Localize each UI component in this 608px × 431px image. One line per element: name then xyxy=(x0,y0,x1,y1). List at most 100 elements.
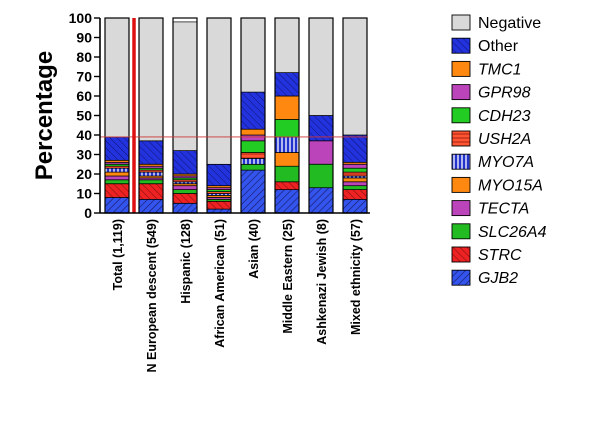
y-tick-label: 60 xyxy=(76,88,92,104)
legend-swatch-slc26a4 xyxy=(451,223,471,240)
bar-segment-negative xyxy=(274,17,300,73)
legend-label-slc26a4: SLC26A4 xyxy=(478,224,547,241)
bar-segment-gpr98 xyxy=(240,134,266,142)
bar-segment-cdh23 xyxy=(104,163,130,167)
bar-segment-negative xyxy=(240,17,266,93)
x-tick-label: Asian (40) xyxy=(247,219,261,279)
bar-segment-myo15a xyxy=(172,183,198,187)
legend-swatch-myo15a xyxy=(451,176,471,193)
bar-segment-other xyxy=(342,134,368,163)
bar-segment-gpr98 xyxy=(342,163,368,169)
legend-label-tmc1: TMC1 xyxy=(478,61,522,78)
bar-segment-other xyxy=(172,150,198,175)
x-tick-label: Mixed ethnicity (57) xyxy=(349,219,363,335)
bar-segment-myo15a xyxy=(342,177,368,183)
bar-segment-negative xyxy=(104,17,130,138)
bar-segment-tecta xyxy=(104,175,130,181)
legend-swatch-tmc1 xyxy=(451,60,471,77)
bar-segment-other xyxy=(206,163,232,187)
bar-segment-gpr98 xyxy=(308,140,334,165)
legend-label-negative: Negative xyxy=(478,15,541,32)
legend-swatch-ush2a xyxy=(451,130,471,147)
y-tick-label: 80 xyxy=(76,49,92,65)
legend-swatch-myo7a xyxy=(451,153,471,170)
y-tick-label: 20 xyxy=(76,166,92,182)
axes-layer: Total (1,119) N European descent (549) His… xyxy=(31,10,370,373)
bar-segment-cdh23 xyxy=(240,140,266,153)
bar-segment-gjb2 xyxy=(342,198,368,214)
bar-segment-slc26a4 xyxy=(172,189,198,194)
legend-label-cdh23: CDH23 xyxy=(478,108,531,125)
x-tick-label: African American (51) xyxy=(213,219,227,348)
y-tick-label: 10 xyxy=(76,186,92,202)
bar-segment-slc26a4 xyxy=(342,185,368,190)
legend-swatch-cdh23 xyxy=(451,107,471,124)
bar-segment-strc xyxy=(274,181,300,190)
bar-segment-negative xyxy=(172,21,198,151)
bar-segment-negative xyxy=(342,17,368,136)
x-tick-label: N European descent (549) xyxy=(145,219,159,373)
legend-label-gpr98: GPR98 xyxy=(478,85,531,102)
bar-segment-cdh23 xyxy=(342,167,368,173)
bar-segment-strc xyxy=(104,183,130,198)
bar-segment-gjb2 xyxy=(308,187,334,214)
y-tick-label: 0 xyxy=(84,205,92,221)
bar-segment-negative xyxy=(206,17,232,165)
bar-segment-slc26a4 xyxy=(308,163,334,189)
x-tick-label: Ashkenazi Jewish (8) xyxy=(315,219,329,345)
bar-segment-slc26a4 xyxy=(240,163,266,171)
bar-segment-strc xyxy=(138,183,164,200)
y-tick-label: 50 xyxy=(76,108,92,124)
bar-segment-slc26a4 xyxy=(104,179,130,185)
y-tick-label: 30 xyxy=(76,147,92,163)
legend-label-tecta: TECTA xyxy=(478,201,529,218)
bar-segment-myo7a xyxy=(274,136,300,153)
bar-segment-myo7a xyxy=(240,158,266,165)
legend-swatch-strc xyxy=(451,246,471,263)
bar-segment-gjb2 xyxy=(138,198,164,214)
y-tick-label: 100 xyxy=(69,10,93,26)
bar-segment-tmc1 xyxy=(274,95,300,120)
legend-label-other: Other xyxy=(478,38,519,55)
bar-segment-slc26a4 xyxy=(138,179,164,185)
bar-segment-ush2a xyxy=(342,171,368,177)
legend-swatch-gpr98 xyxy=(451,84,471,101)
bar-segment-slc26a4 xyxy=(274,165,300,183)
legend-swatch-negative xyxy=(451,14,471,31)
bars-layer xyxy=(104,17,368,214)
bar-segment-gjb2 xyxy=(240,169,266,214)
x-tick-label: Middle Eastern (25) xyxy=(281,219,295,334)
legend-label-myo15a: MYO15A xyxy=(478,177,543,194)
bar-segment-strc xyxy=(342,189,368,200)
bar-segment-tecta xyxy=(172,185,198,190)
legend-label-ush2a: USH2A xyxy=(478,131,531,148)
y-tick-label: 90 xyxy=(76,30,92,46)
bar-segment-tecta xyxy=(342,181,368,187)
legend-label-strc: STRC xyxy=(478,247,522,264)
bar-segment-ush2a xyxy=(240,152,266,159)
bar-segment-negative xyxy=(138,17,164,142)
x-tick-label: Hispanic (128) xyxy=(179,219,193,304)
bar-segment-strc xyxy=(206,200,232,210)
legend: Negative Other TMC1 GPR98 CDH23 USH2A MYO7A MYO… xyxy=(451,14,547,287)
legend-label-gjb2: GJB2 xyxy=(478,270,518,287)
legend-swatch-other xyxy=(451,37,471,54)
bar-segment-tmc1 xyxy=(240,128,266,136)
bar-segment-other xyxy=(274,72,300,97)
bar-segment-cdh23 xyxy=(274,119,300,138)
bar-segment-tmc1 xyxy=(138,163,164,167)
bar-segment-gjb2 xyxy=(274,189,300,214)
y-tick-label: 40 xyxy=(76,127,92,143)
y-tick-label: 70 xyxy=(76,69,92,85)
legend-swatch-gjb2 xyxy=(451,269,471,286)
bar-segment-gjb2 xyxy=(104,197,130,214)
bar-segment-myo7a xyxy=(138,171,164,177)
bar-segment-other xyxy=(240,91,266,130)
bar-segment-strc xyxy=(172,193,198,204)
legend-label-myo7a: MYO7A xyxy=(478,154,534,171)
bar-segment-gjb2 xyxy=(172,202,198,214)
y-axis-label: Percentage xyxy=(31,51,58,180)
bar-segment-myo7a xyxy=(104,167,130,173)
bar-segment-myo15a xyxy=(274,152,300,167)
